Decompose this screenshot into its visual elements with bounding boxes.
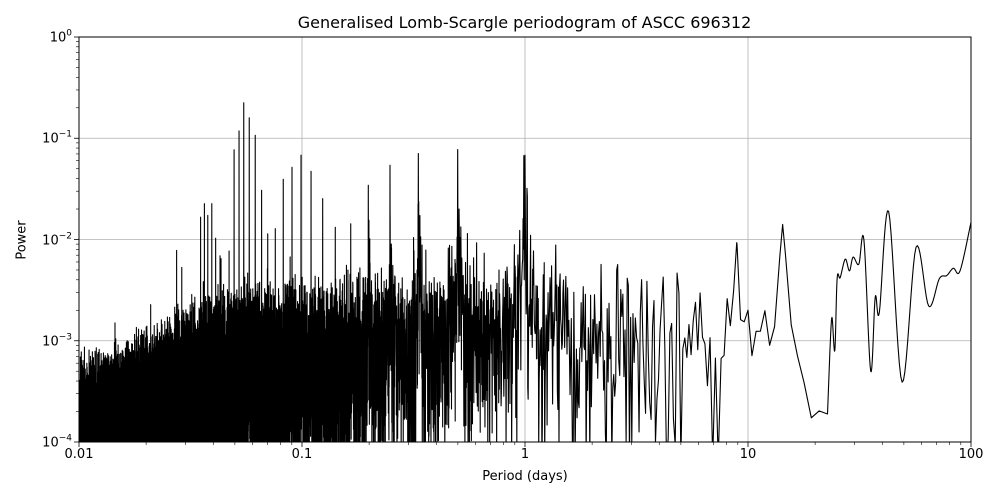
y-tick-base: 10 xyxy=(42,233,59,249)
y-axis-label: Power xyxy=(14,220,30,260)
y-tick-exponent: −1 xyxy=(58,129,72,140)
y-tick-label: 10−1 xyxy=(42,130,72,147)
y-tick-exponent: 0 xyxy=(66,28,72,39)
y-tick-base: 10 xyxy=(42,334,59,350)
x-tick-label: 100 xyxy=(958,447,984,462)
y-tick-exponent: −4 xyxy=(58,433,72,444)
series-group xyxy=(79,102,971,442)
y-tick-base: 10 xyxy=(42,131,59,147)
x-tick-label: 10 xyxy=(739,447,757,462)
y-tick-base: 10 xyxy=(42,435,59,451)
y-tick-label: 10−2 xyxy=(42,232,72,249)
y-tick-exponent: −3 xyxy=(58,332,72,343)
y-tick-label: 10−4 xyxy=(42,434,72,451)
axis-ticks xyxy=(74,36,972,447)
x-tick-label: 1 xyxy=(520,447,530,462)
y-tick-label: 100 xyxy=(50,29,72,46)
x-axis-label: Period (days) xyxy=(482,469,568,484)
chart-title: Generalised Lomb-Scargle periodogram of … xyxy=(297,13,752,32)
y-tick-base: 10 xyxy=(49,30,67,46)
x-tick-label: 0.01 xyxy=(64,447,94,462)
y-tick-label: 10−3 xyxy=(42,333,72,350)
y-tick-exponent: −2 xyxy=(58,231,72,242)
periodogram-line xyxy=(79,102,971,442)
x-tick-label: 0.1 xyxy=(291,447,313,462)
